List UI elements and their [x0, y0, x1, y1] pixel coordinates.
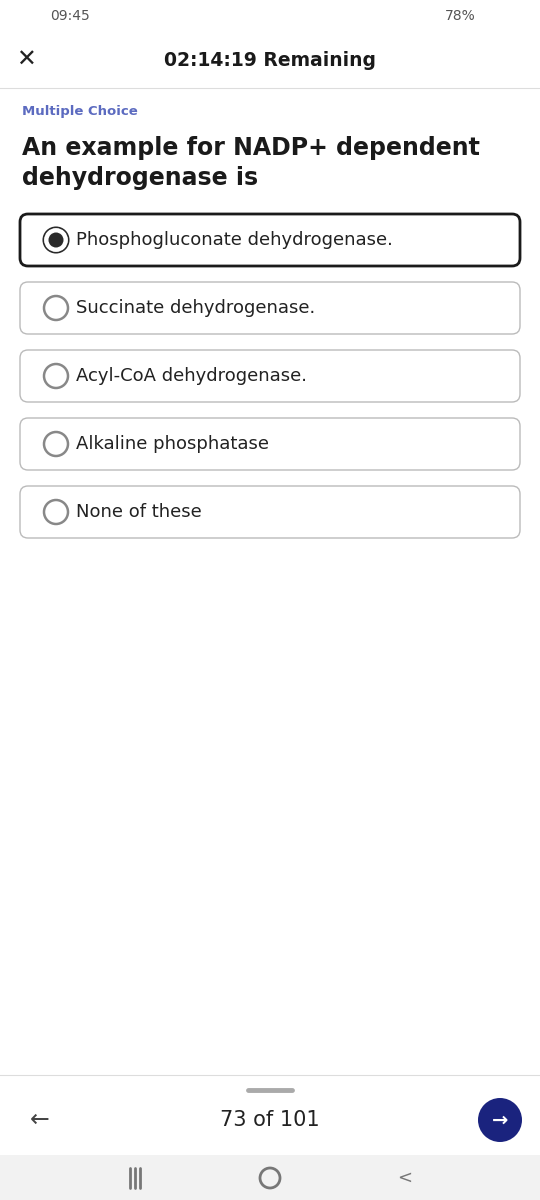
- FancyBboxPatch shape: [20, 350, 520, 402]
- Text: ←: ←: [30, 1108, 50, 1132]
- Text: 78%: 78%: [444, 8, 475, 23]
- FancyBboxPatch shape: [0, 1154, 540, 1200]
- Text: →: →: [492, 1110, 508, 1129]
- Text: Multiple Choice: Multiple Choice: [22, 106, 138, 119]
- Text: An example for NADP+ dependent: An example for NADP+ dependent: [22, 136, 480, 160]
- FancyBboxPatch shape: [20, 214, 520, 266]
- Text: Succinate dehydrogenase.: Succinate dehydrogenase.: [76, 299, 315, 317]
- Circle shape: [478, 1098, 522, 1142]
- FancyBboxPatch shape: [20, 418, 520, 470]
- Text: <: <: [397, 1169, 413, 1187]
- Text: None of these: None of these: [76, 503, 202, 521]
- Text: 09:45: 09:45: [50, 8, 90, 23]
- FancyBboxPatch shape: [20, 486, 520, 538]
- Text: Acyl-CoA dehydrogenase.: Acyl-CoA dehydrogenase.: [76, 367, 307, 385]
- FancyBboxPatch shape: [20, 282, 520, 334]
- Text: Phosphogluconate dehydrogenase.: Phosphogluconate dehydrogenase.: [76, 230, 393, 248]
- FancyBboxPatch shape: [0, 32, 540, 88]
- FancyBboxPatch shape: [0, 0, 540, 32]
- Text: dehydrogenase is: dehydrogenase is: [22, 166, 258, 190]
- Text: 73 of 101: 73 of 101: [220, 1110, 320, 1130]
- Text: 02:14:19 Remaining: 02:14:19 Remaining: [164, 50, 376, 70]
- Circle shape: [49, 233, 64, 247]
- Text: Alkaline phosphatase: Alkaline phosphatase: [76, 434, 269, 452]
- Text: ✕: ✕: [16, 48, 36, 72]
